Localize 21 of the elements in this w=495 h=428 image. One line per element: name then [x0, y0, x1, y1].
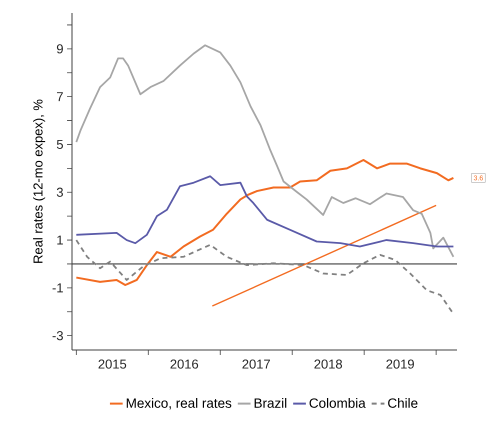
x-tick-label: 2015 [98, 359, 126, 369]
y-tick-label: -3 [52, 331, 63, 340]
line-series [75, 175, 454, 248]
line-series [75, 239, 453, 313]
y-tick-label: 9 [56, 44, 63, 54]
y-axis-title: Real rates (12-mo expex), % [33, 100, 46, 263]
y-tick-label: 3 [56, 188, 63, 197]
x-tick-label: 2018 [314, 359, 342, 369]
y-tick-label: -1 [52, 283, 63, 292]
legend-label: Brazil [254, 398, 286, 408]
x-tick-label: 2016 [170, 359, 198, 369]
x-tick-label: 2017 [242, 359, 270, 369]
x-tick-label: 2019 [386, 359, 414, 369]
line-series [75, 44, 454, 258]
legend-label: Chile [388, 398, 418, 408]
legend-label: Mexico, real rates [126, 398, 232, 410]
y-tick-label: 5 [56, 140, 63, 149]
line-series [75, 158, 454, 286]
y-tick-label: 7 [56, 92, 63, 102]
legend-label: Colombia [310, 398, 366, 408]
y-tick-label: 1 [57, 236, 63, 245]
